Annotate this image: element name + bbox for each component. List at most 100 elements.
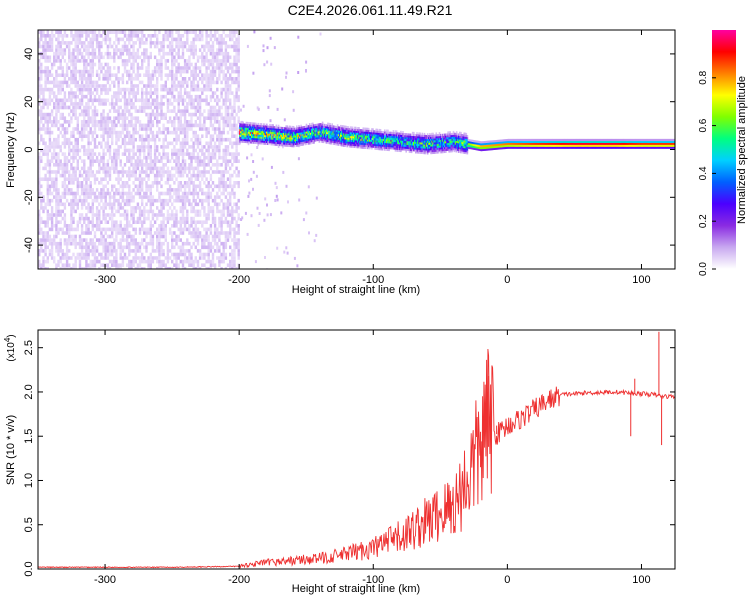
spectrogram-cell (192, 55, 195, 60)
spectrogram-cell (224, 123, 228, 128)
spectrogram-cell (104, 73, 107, 77)
spectrogram-cell (38, 166, 41, 171)
spectrogram-cell (89, 206, 92, 210)
spectrogram-cell (55, 267, 58, 269)
spectrogram-cell (70, 102, 73, 106)
spectrogram-cell (162, 87, 165, 92)
spectrogram-cell (123, 191, 127, 196)
spectrogram-cell (237, 238, 240, 242)
spectrogram-cell (224, 166, 228, 171)
spectrogram-cell (61, 134, 64, 138)
spectrogram-cell (308, 125, 311, 128)
spectrogram-cell (218, 184, 221, 189)
spectrogram-cell (40, 134, 43, 138)
spectrogram-cell (55, 170, 58, 174)
spectrogram-cell (136, 249, 140, 253)
spectrogram-cell (233, 241, 236, 246)
spectrogram-cell (307, 129, 310, 132)
spectrogram-cell (171, 55, 174, 60)
spectrogram-cell (115, 227, 118, 232)
spectrogram-cell (38, 69, 41, 74)
spectrogram-cell (138, 209, 142, 214)
spectrogram-cell (244, 135, 247, 138)
spectrogram-cell (296, 140, 298, 143)
spectrogram-cell (89, 37, 92, 42)
spectrogram-cell (287, 131, 289, 134)
spectrogram-cell (72, 80, 75, 85)
spectrogram-cell (216, 112, 219, 117)
spectrogram-cell (149, 112, 152, 117)
spectrogram-cell (250, 177, 253, 181)
spectrogram-cell (177, 181, 180, 185)
spectrogram-cell (192, 195, 195, 199)
spectrogram-cell (201, 127, 204, 131)
spectrogram-cell (151, 170, 155, 174)
spectrogram-cell (59, 123, 62, 128)
spectrogram-cell (68, 227, 71, 232)
spectrogram-cell (190, 98, 193, 103)
spectrogram-cell (179, 216, 182, 221)
spectrogram-cell (201, 191, 204, 196)
spectrogram-cell (42, 48, 45, 52)
spectrogram-cell (162, 34, 165, 38)
spectrogram-cell (42, 141, 45, 146)
spectrogram-cell (53, 224, 56, 228)
spectrogram-cell (40, 55, 43, 60)
spectrogram-cell (59, 209, 62, 214)
spectrogram-cell (264, 136, 267, 140)
spectrogram-cell (91, 241, 94, 246)
spectrogram-cell (61, 249, 64, 253)
spectrogram-cell (181, 145, 185, 149)
spectrogram-cell (91, 116, 94, 120)
spectrogram-cell (136, 109, 140, 113)
spectrogram-cell (201, 80, 204, 85)
spectrogram-cell (263, 136, 266, 139)
spectrogram-cell (132, 259, 135, 264)
spectrogram-cell (130, 55, 133, 60)
spectrogram-cell (222, 259, 225, 264)
spectrogram-cell (260, 125, 263, 128)
spectrogram-cell (173, 37, 176, 42)
spectrogram-cell (38, 159, 41, 163)
spectrogram-cell (198, 120, 202, 124)
spectrogram-cell (128, 134, 131, 138)
spectrogram-cell (143, 231, 146, 235)
spectrogram-cell (65, 231, 69, 235)
spectrogram-cell (61, 202, 64, 207)
spectrogram-cell (65, 80, 69, 85)
spectrogram-cell (209, 59, 213, 63)
spectrogram-cell (98, 220, 101, 224)
spectrogram-cell (224, 252, 228, 257)
spectrogram-cell (111, 231, 114, 235)
spectrogram-cell (76, 87, 79, 92)
spectrogram-cell (252, 160, 255, 163)
spectrogram-cell (205, 134, 208, 138)
spectrogram-cell (156, 112, 159, 117)
spectrogram-cell (164, 62, 167, 67)
spectrogram-cell (50, 48, 54, 52)
spectrogram-cell (53, 80, 56, 85)
spectrogram-cell (76, 145, 79, 149)
spectrogram-cell (158, 252, 161, 257)
spectrogram-cell (292, 108, 295, 112)
spectrogram-cell (100, 145, 103, 149)
spectrogram-cell (211, 109, 215, 113)
spectrogram-cell (229, 77, 232, 81)
spectrogram-cell (262, 129, 265, 132)
spectrogram-cell (283, 144, 285, 147)
spectrogram-cell (70, 51, 73, 56)
spectrogram-cell (85, 102, 88, 106)
spectrogram-cell (134, 94, 137, 99)
spectrogram-cell (57, 191, 60, 196)
spectrogram-cell (293, 127, 296, 130)
spectrogram-cell (194, 105, 197, 110)
spectrogram-cell (205, 198, 208, 203)
spectrogram-cell (164, 127, 167, 131)
spectrogram-cell (171, 44, 174, 49)
spectrogram-cell (190, 173, 193, 178)
spectrogram-cell (141, 102, 144, 106)
spectrogram-cell (254, 130, 256, 133)
spectrogram-cell (168, 98, 172, 103)
spectrogram-cell (134, 267, 137, 269)
spectrogram-cell (121, 245, 125, 250)
